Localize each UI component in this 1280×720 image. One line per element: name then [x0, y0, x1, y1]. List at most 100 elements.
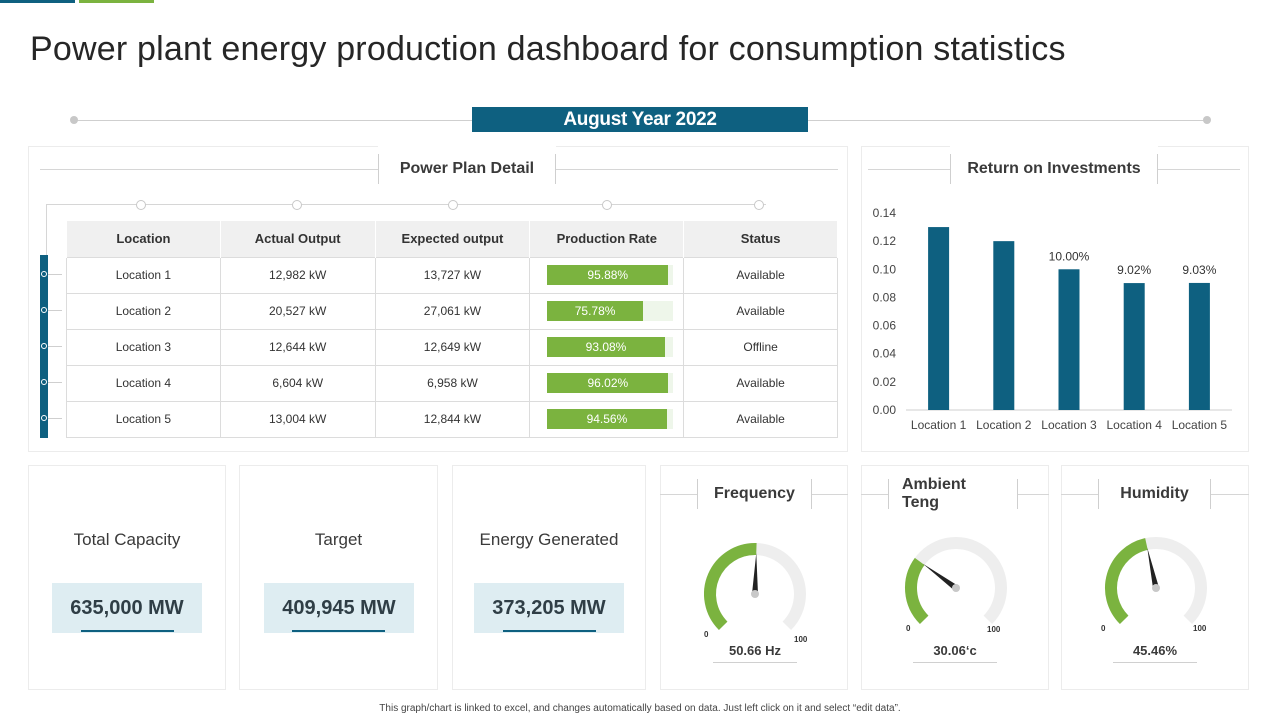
kpi-card-target: Target 409,945 MW [239, 465, 438, 690]
x-tick-label: Location 2 [976, 418, 1032, 432]
table-header-row: Location Actual Output Expected output P… [66, 221, 838, 257]
cell-actual-output: 6,604 kW [219, 364, 376, 402]
rate-bar: 94.56% [547, 408, 667, 429]
kpi-underline [81, 630, 174, 632]
column-node [136, 200, 146, 210]
rate-bar: 93.08% [547, 336, 665, 357]
row-node [41, 271, 47, 277]
kpi-value: 635,000 MW [52, 583, 202, 633]
cell-production-rate: 75.78% [529, 292, 685, 330]
gauge-head-line-right [1018, 494, 1049, 495]
footnote: This graph/chart is linked to excel, and… [379, 703, 901, 714]
gauge-heading-ambient: Ambient Teng [888, 471, 1018, 517]
gauge-head-line-left [660, 494, 698, 495]
power-plan-heading: Power Plan Detail [378, 146, 556, 192]
gauge-min-label: 0 [704, 630, 709, 639]
y-tick-label: 0.14 [873, 206, 897, 220]
cell-location: Location 5 [66, 400, 221, 438]
gauge-head-line-left [861, 494, 889, 495]
column-node [448, 200, 458, 210]
table-left-connector [46, 204, 47, 256]
cell-actual-output: 12,982 kW [219, 256, 376, 294]
gauge-hub [952, 584, 960, 592]
gauge-heading-frequency: Frequency [697, 471, 812, 517]
cell-expected-output: 12,649 kW [374, 328, 531, 366]
y-tick-label: 0.04 [873, 347, 897, 361]
column-node [292, 200, 302, 210]
date-divider-right-dot [1203, 116, 1211, 124]
row-connector [48, 418, 62, 419]
row-connector [48, 310, 62, 311]
gauge-needle [752, 553, 758, 595]
row-node [41, 307, 47, 313]
gauge-head-line-right [812, 494, 848, 495]
cell-location: Location 4 [66, 364, 221, 402]
table-row: Location 2 20,527 kW 27,061 kW 75.78% Av… [66, 292, 838, 330]
data-label: 9.03% [1182, 263, 1216, 277]
cell-production-rate: 93.08% [529, 328, 685, 366]
roi-bar [1123, 283, 1145, 410]
rate-bar: 96.02% [547, 372, 669, 393]
date-divider-left-dot [70, 116, 78, 124]
roi-bar [928, 227, 950, 410]
gauge-value-frequency: 50.66 Hz [728, 643, 782, 658]
y-tick-label: 0.08 [873, 290, 897, 304]
table-row: Location 1 12,982 kW 13,727 kW 95.88% Av… [66, 256, 838, 294]
gauge-track [905, 537, 1007, 625]
kpi-value: 373,205 MW [474, 583, 624, 633]
cell-expected-output: 6,958 kW [374, 364, 531, 402]
gauge-heading-humidity: Humidity [1098, 471, 1211, 517]
gauge-max-label: 100 [987, 625, 1001, 634]
table-row: Location 3 12,644 kW 12,649 kW 93.08% Of… [66, 328, 838, 366]
roi-bar [993, 241, 1015, 410]
kpi-card-total-capacity: Total Capacity 635,000 MW [28, 465, 226, 690]
cell-production-rate: 94.56% [529, 400, 685, 438]
roi-bar-chart: 0.00 0.02 0.04 0.06 0.08 0.10 0.12 0.14 Location… [873, 206, 1232, 432]
cell-actual-output: 12,644 kW [219, 328, 376, 366]
gauge-min-label: 0 [1101, 624, 1106, 633]
period-label: August Year 2022 [472, 107, 808, 132]
power-plan-head-line-right [556, 169, 838, 170]
accent-bar-blue [0, 0, 75, 3]
gauge-needle [1147, 547, 1159, 589]
gauge-head-line-right [1211, 494, 1249, 495]
cell-location: Location 3 [66, 328, 221, 366]
gauge-underline [913, 662, 997, 663]
column-header-expected-output: Expected output [374, 221, 531, 257]
cell-status: Available [683, 364, 838, 402]
roi-heading: Return on Investments [950, 146, 1158, 192]
gauge-underline [1113, 662, 1197, 663]
cell-status: Available [683, 292, 838, 330]
data-label: 9.02% [1117, 263, 1151, 277]
cell-production-rate: 96.02% [529, 364, 685, 402]
cell-actual-output: 20,527 kW [219, 292, 376, 330]
row-connector [48, 346, 62, 347]
column-header-actual-output: Actual Output [219, 221, 376, 257]
kpi-value: 409,945 MW [264, 583, 414, 633]
cell-location: Location 2 [66, 292, 221, 330]
gauge-needle [922, 563, 958, 591]
gauge-min-label: 0 [906, 624, 911, 633]
gauge-underline [713, 662, 797, 663]
roi-bar [1188, 282, 1210, 410]
roi-bar [1058, 269, 1080, 410]
rate-bar: 75.78% [547, 300, 643, 321]
kpi-label: Target [314, 530, 363, 549]
table-row: Location 4 6,604 kW 6,958 kW 96.02% Avai… [66, 364, 838, 402]
cell-status-offline: Offline [683, 328, 838, 366]
cell-location: Location 1 [66, 256, 221, 294]
gauge-fill [905, 557, 929, 625]
column-header-production-rate: Production Rate [529, 221, 685, 257]
cell-expected-output: 13,727 kW [374, 256, 531, 294]
page-title: Power plant energy production dashboard … [30, 30, 1066, 68]
kpi-card-energy-generated: Energy Generated 373,205 MW [452, 465, 646, 690]
cell-expected-output: 27,061 kW [374, 292, 531, 330]
cell-status: Available [683, 256, 838, 294]
x-tick-label: Location 1 [911, 418, 967, 432]
table-row: Location 5 13,004 kW 12,844 kW 94.56% Av… [66, 400, 838, 438]
rate-track: 96.02% [547, 372, 674, 393]
roi-head-line-left [868, 169, 950, 170]
gauge-max-label: 100 [794, 635, 808, 644]
row-node [41, 343, 47, 349]
rate-bar: 95.88% [547, 264, 669, 285]
